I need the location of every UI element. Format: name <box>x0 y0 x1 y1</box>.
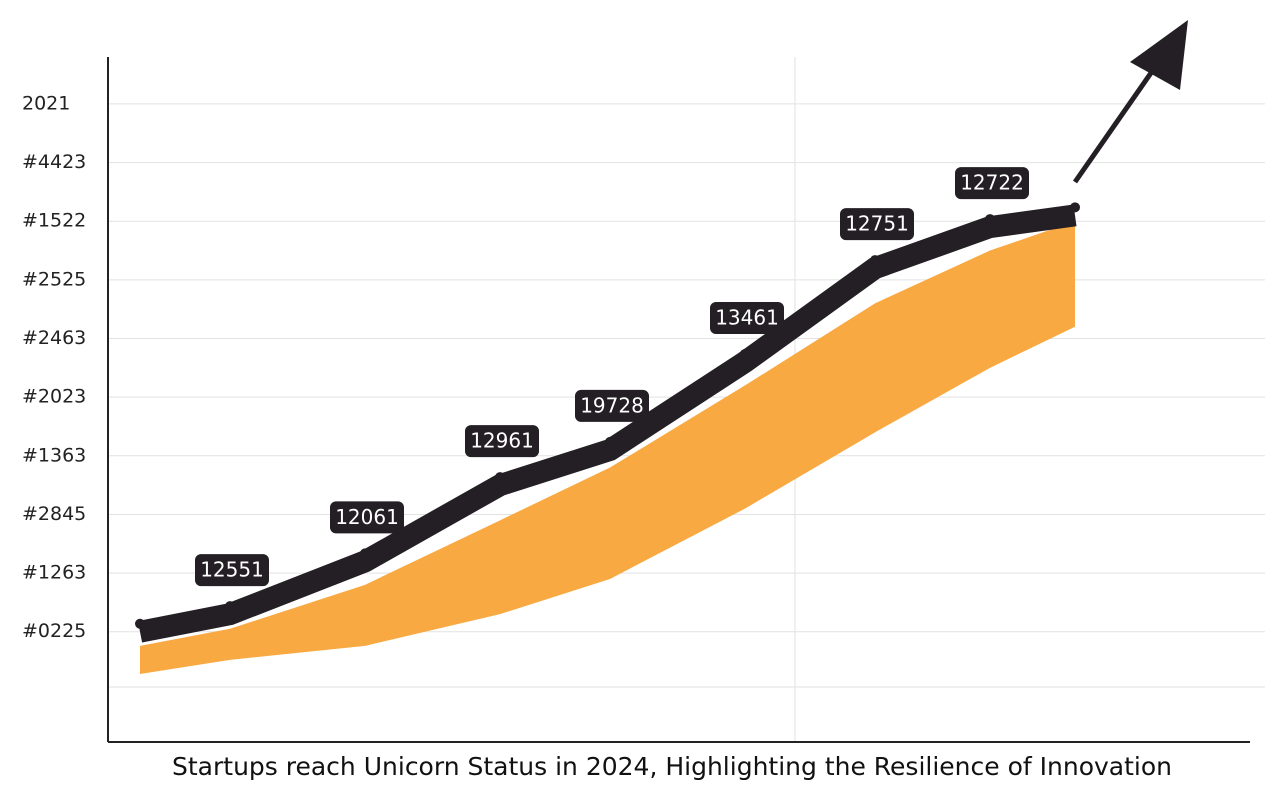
data-point <box>985 214 995 225</box>
annotation: 13461 <box>715 305 779 329</box>
annotation-box <box>840 208 914 241</box>
trend-arrow-shaft <box>1072 58 1163 184</box>
chart-title: Startups reach Unicorn Status in 2024, H… <box>172 752 1172 781</box>
orange-area <box>140 221 1075 674</box>
annotation: 12722 <box>960 171 1024 195</box>
data-point <box>360 548 370 559</box>
data-point <box>740 348 750 359</box>
annotation: 12961 <box>470 429 534 453</box>
y-tick-label: #1522 <box>22 210 86 232</box>
y-tick-label: #4423 <box>22 151 86 173</box>
data-point <box>605 436 615 447</box>
annotation-box <box>195 554 269 587</box>
annotation: 12061 <box>335 505 399 529</box>
y-tick-label: #2845 <box>22 503 86 525</box>
annotation: 12751 <box>845 212 909 236</box>
y-tick-label: #2023 <box>22 386 86 408</box>
trend-arrow-head <box>1130 20 1188 90</box>
y-tick-label: #0225 <box>22 620 86 642</box>
annotation-box <box>330 501 404 534</box>
y-tick-label: #2525 <box>22 268 86 290</box>
y-tick-label: #1363 <box>22 444 86 466</box>
data-point <box>870 255 880 266</box>
y-tick-label: 2021 <box>22 92 70 114</box>
y-tick-label: #2463 <box>22 327 86 349</box>
annotation-box <box>575 389 649 422</box>
data-point <box>135 618 145 629</box>
annotation-box <box>955 167 1029 200</box>
annotation: 19728 <box>580 393 644 417</box>
annotation-box <box>710 301 784 334</box>
trend-line <box>137 204 1077 643</box>
data-point <box>225 601 235 612</box>
annotation-box <box>465 425 539 458</box>
annotation: 12551 <box>200 558 264 582</box>
y-tick-label: #1263 <box>22 562 86 584</box>
data-point <box>1070 202 1080 213</box>
data-point <box>495 472 505 483</box>
